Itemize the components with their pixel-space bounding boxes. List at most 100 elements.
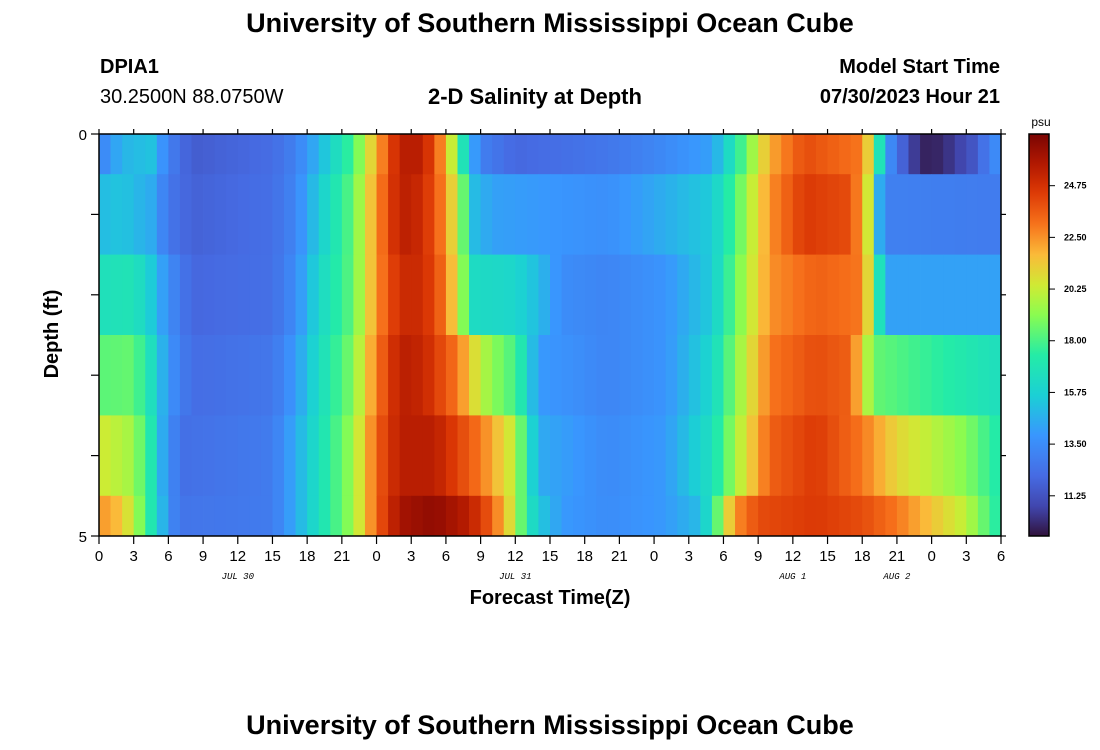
heatmap-cell xyxy=(272,335,285,416)
heatmap-cell xyxy=(619,254,632,336)
heatmap-cell xyxy=(654,335,667,416)
heatmap-cell xyxy=(399,335,412,416)
heatmap-cell xyxy=(214,415,227,497)
heatmap-cell xyxy=(515,254,528,336)
heatmap-cell xyxy=(677,174,690,255)
heatmap-cell xyxy=(850,134,863,175)
heatmap-cell xyxy=(237,134,250,175)
heatmap-cell xyxy=(665,415,678,497)
heatmap-cell xyxy=(260,174,273,255)
heatmap-cell xyxy=(573,415,586,497)
heatmap-cell xyxy=(133,134,146,175)
heatmap-cell xyxy=(584,174,597,255)
heatmap-cell xyxy=(272,134,285,175)
heatmap-cell xyxy=(179,254,192,336)
heatmap-cell xyxy=(642,254,655,336)
heatmap-cell xyxy=(977,174,990,255)
heatmap-cell xyxy=(943,495,956,537)
heatmap-cell xyxy=(376,495,389,537)
heatmap-cell xyxy=(630,174,643,255)
heatmap-cell xyxy=(318,134,331,175)
heatmap-cell xyxy=(815,415,828,497)
heatmap-cells xyxy=(99,134,1002,537)
heatmap-cell xyxy=(769,254,782,336)
heatmap-cell xyxy=(792,335,805,416)
heatmap-cell xyxy=(307,415,320,497)
heatmap-cell xyxy=(989,335,1002,416)
heatmap-cell xyxy=(804,254,817,336)
heatmap-cell xyxy=(237,335,250,416)
heatmap-cell xyxy=(480,174,493,255)
heatmap-cell xyxy=(191,495,204,537)
heatmap-cell xyxy=(526,335,539,416)
heatmap-cell xyxy=(445,415,458,497)
heatmap-cell xyxy=(642,134,655,175)
heatmap-cell xyxy=(422,254,435,336)
heatmap-cell xyxy=(341,134,354,175)
model-start-time: 07/30/2023 Hour 21 xyxy=(819,86,1000,108)
heatmap-cell xyxy=(399,495,412,537)
heatmap-cell xyxy=(469,254,482,336)
heatmap-cell xyxy=(619,415,632,497)
day-label: AUG 2 xyxy=(882,572,911,582)
heatmap-cell xyxy=(619,495,632,537)
heatmap-cell xyxy=(977,134,990,175)
heatmap-cell xyxy=(203,335,216,416)
heatmap-cell xyxy=(145,495,158,537)
heatmap-cell xyxy=(318,335,331,416)
heatmap-cell xyxy=(168,335,181,416)
heatmap-cell xyxy=(110,335,123,416)
heatmap-cell xyxy=(110,495,123,537)
heatmap-cell xyxy=(896,174,909,255)
heatmap-cell xyxy=(920,495,933,537)
heatmap-cell xyxy=(330,335,343,416)
x-axis-title: Forecast Time(Z) xyxy=(470,587,631,609)
heatmap-cell xyxy=(723,415,736,497)
heatmap-cell xyxy=(538,415,551,497)
heatmap-cell xyxy=(943,134,956,175)
heatmap-cell xyxy=(526,134,539,175)
heatmap-cell xyxy=(550,134,562,175)
heatmap-cell xyxy=(954,174,967,255)
x-tick-label: 21 xyxy=(611,548,628,565)
heatmap-cell xyxy=(110,254,123,336)
heatmap-cell xyxy=(457,415,470,497)
heatmap-cell xyxy=(989,254,1002,336)
heatmap-cell xyxy=(654,254,667,336)
heatmap-cell xyxy=(99,495,111,537)
heatmap-cell xyxy=(492,415,505,497)
heatmap-cell xyxy=(469,495,482,537)
heatmap-cell xyxy=(480,415,493,497)
heatmap-cell xyxy=(769,495,782,537)
heatmap-cell xyxy=(850,254,863,336)
heatmap-cell xyxy=(434,415,447,497)
heatmap-cell xyxy=(295,495,308,537)
heatmap-cell xyxy=(804,415,817,497)
heatmap-cell xyxy=(873,254,886,336)
heatmap-cell xyxy=(295,254,308,336)
heatmap-cell xyxy=(943,174,956,255)
heatmap-cell xyxy=(804,495,817,537)
x-tick-label: 0 xyxy=(95,548,103,565)
heatmap-cell xyxy=(226,134,239,175)
heatmap-cell xyxy=(607,254,620,336)
heatmap-cell xyxy=(561,254,574,336)
heatmap-cell xyxy=(411,415,424,497)
heatmap-cell xyxy=(596,415,609,497)
heatmap-cell xyxy=(203,174,216,255)
x-tick-label: 12 xyxy=(785,548,802,565)
heatmap-cell xyxy=(688,415,701,497)
heatmap-cell xyxy=(989,415,1002,497)
heatmap-cell xyxy=(550,174,562,255)
heatmap-cell xyxy=(515,335,528,416)
heatmap-cell xyxy=(295,174,308,255)
heatmap-cell xyxy=(307,254,320,336)
heatmap-cell xyxy=(457,134,470,175)
heatmap-cell xyxy=(584,495,597,537)
x-tick-label: 18 xyxy=(299,548,316,565)
heatmap-cell xyxy=(399,134,412,175)
heatmap-cell xyxy=(480,254,493,336)
heatmap-cell xyxy=(445,134,458,175)
heatmap-cell xyxy=(168,254,181,336)
